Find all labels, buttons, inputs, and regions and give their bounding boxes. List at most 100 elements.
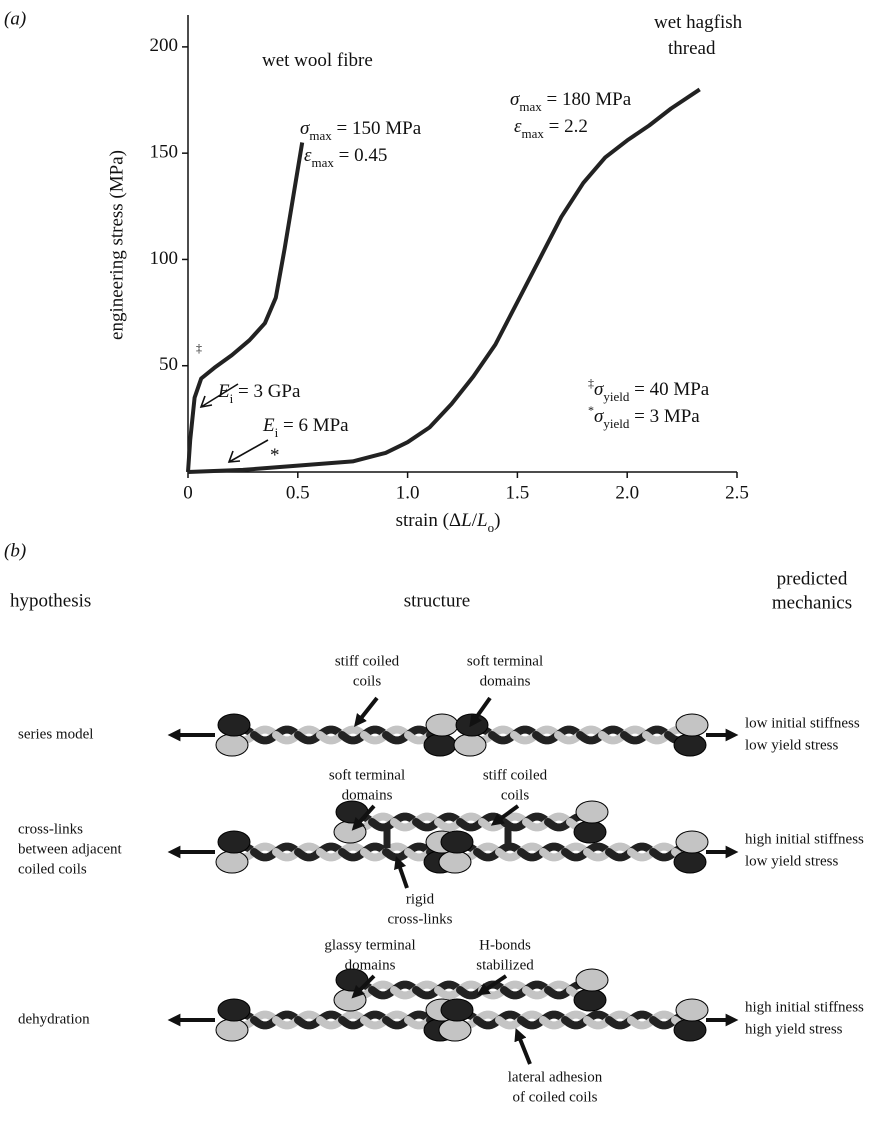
coil-strand	[522, 980, 552, 994]
panel-label: (a)	[4, 8, 26, 29]
terminal-domain	[673, 850, 707, 874]
y-tick-label: 150	[150, 142, 179, 163]
text-part: ‡	[588, 376, 594, 390]
terminal-domain	[423, 733, 457, 757]
text-part: = 180 MPa	[542, 89, 632, 110]
annotation: εmax = 0.45	[304, 145, 387, 170]
callout-label: stiff coiled	[483, 767, 548, 783]
text-part: σ	[594, 379, 604, 400]
coil-strand	[404, 1010, 434, 1024]
coil-strand	[382, 842, 412, 856]
terminal-domain	[215, 1018, 249, 1042]
coil-strand	[412, 980, 442, 994]
coil-strand	[598, 725, 628, 739]
hypothesis-label: dehydration	[18, 1011, 90, 1027]
annotation: wet hagfish	[654, 12, 743, 33]
text-part: = 3 MPa	[629, 406, 700, 427]
coil-strand	[456, 812, 486, 826]
coil-strand	[390, 980, 420, 994]
terminal-domain	[575, 800, 609, 824]
coil-strand	[390, 812, 420, 826]
coil-strand	[294, 725, 324, 739]
callout-label: coils	[501, 787, 529, 803]
hypothesis-label: cross-links	[18, 821, 83, 837]
coil-strand	[544, 980, 574, 994]
hypothesis-label: series model	[18, 726, 93, 742]
coil-strand	[605, 1016, 635, 1030]
data-line	[187, 87, 701, 474]
callout-arrow	[351, 804, 376, 831]
text-part: max	[522, 126, 545, 141]
terminal-domain	[425, 713, 459, 737]
coil-strand	[500, 980, 530, 994]
coil-strand	[404, 1016, 434, 1030]
coil-strand	[316, 848, 346, 862]
coil-strand	[627, 1010, 657, 1024]
coil-strand	[390, 818, 420, 832]
text-part: )	[494, 510, 500, 531]
text-part: max	[312, 155, 335, 170]
cross-link	[383, 828, 391, 848]
coil-strand	[532, 731, 562, 745]
coil-strand	[473, 1010, 503, 1024]
coil-strand	[554, 725, 584, 739]
callout-arrow	[394, 855, 409, 889]
annotation: wet wool fibre	[262, 50, 373, 71]
coil-strand	[488, 725, 518, 739]
annotation: thread	[668, 38, 716, 59]
coil-strand	[390, 986, 420, 1000]
text-part: σ	[594, 406, 604, 427]
x-tick-label: 2.0	[615, 482, 639, 503]
callout-label: domains	[480, 673, 531, 689]
coil-strand	[488, 731, 518, 745]
coil-strand	[360, 1016, 390, 1030]
coil-strand	[360, 848, 390, 862]
coil-strand	[532, 725, 562, 739]
coil-strand	[404, 842, 434, 856]
text-part: o	[488, 520, 495, 535]
coil-strand	[316, 1010, 346, 1024]
coil-strand	[272, 848, 302, 862]
coil-strand	[500, 812, 530, 826]
x-tick-label: 2.5	[725, 482, 749, 503]
annotation: *	[270, 445, 280, 466]
annotation: *σyield = 3 MPa	[588, 403, 700, 432]
coil-strand	[316, 725, 346, 739]
coil-strand	[412, 812, 442, 826]
callout-label: soft terminal	[329, 767, 405, 783]
coil-strand	[649, 848, 679, 862]
coil-strand	[495, 1016, 525, 1030]
coil-strand	[544, 986, 574, 1000]
coil-strand	[272, 1016, 302, 1030]
coil-strand	[294, 1016, 324, 1030]
text-part: strain (Δ	[396, 510, 462, 531]
annotation-arrows	[199, 383, 269, 463]
coil-strand	[544, 818, 574, 832]
mechanics-label: low initial stiffness	[745, 715, 860, 731]
coil-strand	[404, 848, 434, 862]
text-part: ε	[304, 145, 312, 166]
text-part: max	[519, 99, 542, 114]
annotation: σmax = 180 MPa	[510, 89, 632, 114]
hypothesis-label: coiled coils	[18, 861, 87, 877]
coil-strand	[539, 1010, 569, 1024]
text-part: E	[217, 381, 230, 402]
coil-strand	[272, 725, 302, 739]
mechanics-label: high initial stiffness	[745, 831, 864, 847]
annotation: Ei = 6 MPa	[262, 415, 349, 440]
coil-strand	[250, 848, 280, 862]
coil-strand	[294, 731, 324, 745]
coil-strand	[382, 1010, 412, 1024]
coil-strand	[360, 842, 390, 856]
callout-label: domains	[342, 787, 393, 803]
coil-strand	[510, 725, 540, 739]
text-part: = 0.45	[334, 145, 387, 166]
coil-strand	[495, 848, 525, 862]
coil-strand	[294, 1010, 324, 1024]
coil-strand	[382, 731, 412, 745]
coil-strand	[360, 1010, 390, 1024]
coil-strand	[642, 731, 672, 745]
coil-strand	[510, 731, 540, 745]
text-part: L	[460, 510, 472, 531]
text-part: i	[230, 391, 234, 406]
